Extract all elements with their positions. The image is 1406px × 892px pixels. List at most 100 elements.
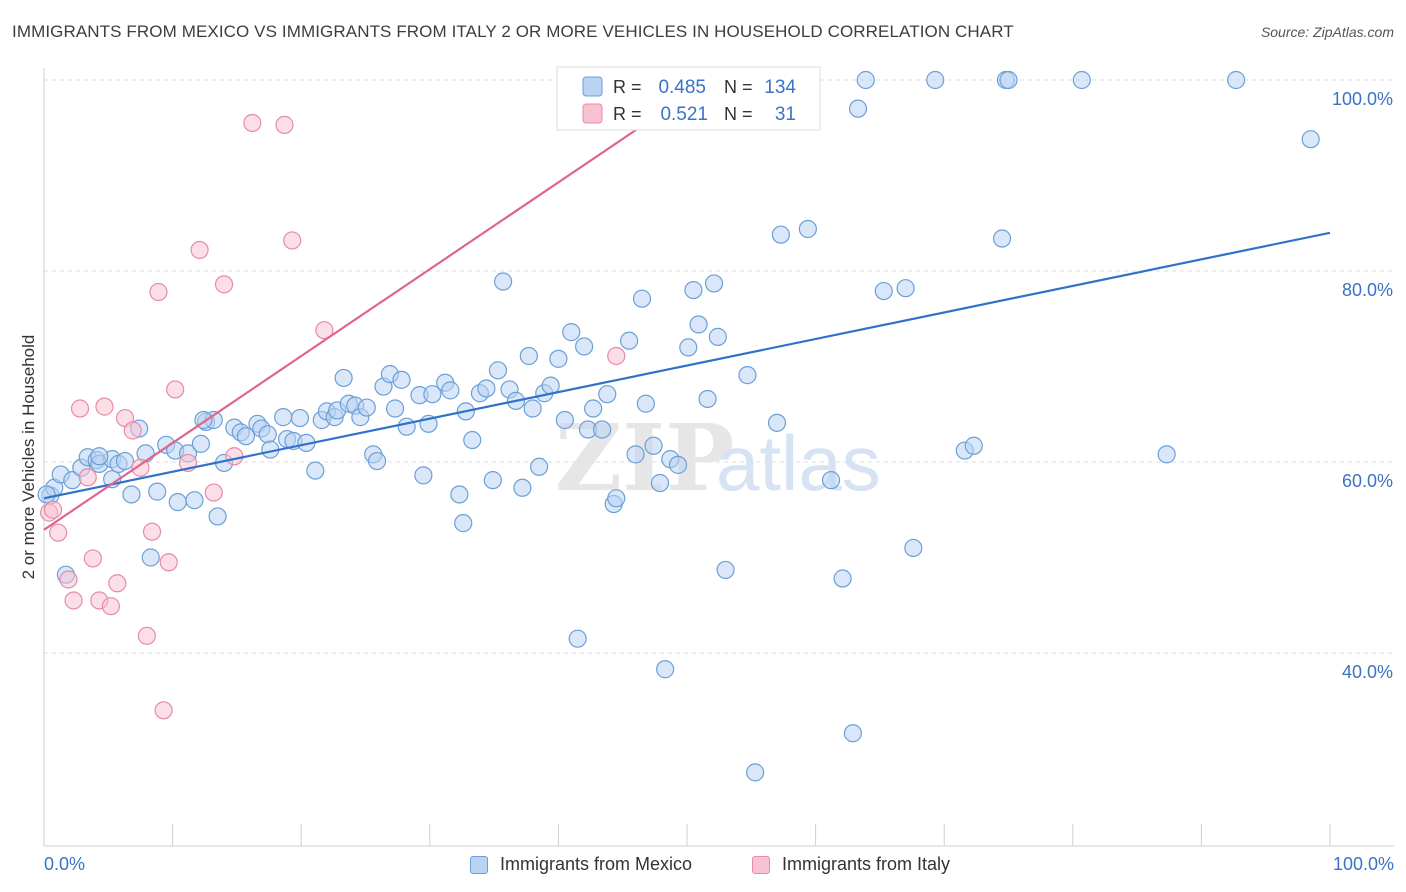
italy-point bbox=[59, 570, 78, 589]
mexico-point bbox=[555, 410, 574, 430]
italy-point bbox=[142, 522, 162, 541]
mexico-point bbox=[477, 379, 496, 398]
mexico-point bbox=[708, 327, 727, 346]
italy-point bbox=[137, 626, 156, 645]
y-tick-label: 40.0% bbox=[1342, 662, 1393, 682]
mexico-point bbox=[698, 389, 717, 409]
mexico-point bbox=[607, 489, 626, 508]
legend-r-value-mexico: 0.485 bbox=[658, 77, 706, 98]
mexico-point bbox=[463, 430, 482, 450]
mexico-point bbox=[357, 398, 376, 417]
mexico-point bbox=[848, 99, 868, 118]
y-axis-label: 2 or more Vehicles in Household bbox=[19, 335, 38, 580]
mexico-point bbox=[668, 455, 688, 474]
source-label: Source: ZipAtlas.com bbox=[1260, 24, 1394, 40]
mexico-point bbox=[90, 447, 109, 466]
legend-item-mexico: Immigrants from Mexico bbox=[470, 854, 692, 875]
italy-point bbox=[70, 399, 90, 418]
mexico-point bbox=[441, 381, 460, 400]
italy-point bbox=[78, 468, 97, 487]
italy-point bbox=[275, 115, 294, 134]
mexico-point bbox=[1157, 445, 1176, 464]
mexico-point bbox=[1072, 70, 1091, 90]
mexico-series bbox=[37, 70, 1320, 782]
legend-r-label-mexico: R = bbox=[613, 77, 642, 97]
mexico-point bbox=[626, 445, 645, 464]
y-tick-label: 100.0% bbox=[1332, 89, 1393, 109]
italy-trend-line bbox=[43, 105, 671, 531]
legend-swatch-italy bbox=[582, 103, 603, 124]
watermark-zip: ZIP bbox=[555, 404, 734, 512]
mexico-point bbox=[821, 471, 841, 490]
mexico-point bbox=[454, 514, 473, 533]
mexico-point bbox=[236, 427, 256, 446]
italy-point bbox=[123, 421, 142, 440]
mexico-point bbox=[716, 560, 735, 580]
watermark: ZIP atlas bbox=[555, 404, 881, 512]
y-tick-labels: 40.0% 60.0% 80.0% 100.0% bbox=[1332, 89, 1393, 682]
italy-point bbox=[283, 231, 302, 250]
italy-point bbox=[190, 240, 209, 260]
italy-point bbox=[214, 275, 234, 294]
italy-point bbox=[49, 523, 68, 542]
legend-bottom-swatch-italy bbox=[752, 855, 770, 874]
mexico-point bbox=[684, 281, 703, 300]
italy-point bbox=[204, 483, 223, 502]
mexico-point bbox=[798, 219, 817, 239]
legend-bottom-label-mexico: Immigrants from Mexico bbox=[500, 854, 693, 874]
mexico-point bbox=[185, 491, 204, 510]
mexico-point bbox=[650, 473, 670, 493]
italy-point bbox=[131, 458, 150, 477]
mexico-point bbox=[856, 70, 875, 90]
y-tick-label: 60.0% bbox=[1342, 471, 1393, 491]
mexico-point bbox=[334, 368, 353, 388]
italy-point bbox=[64, 591, 83, 610]
italy-series bbox=[40, 113, 626, 720]
mexico-point bbox=[450, 485, 469, 504]
legend-bottom-swatch-mexico bbox=[470, 855, 488, 874]
italy-point bbox=[607, 346, 626, 366]
mexico-point bbox=[397, 417, 416, 436]
italy-point bbox=[95, 397, 114, 416]
legend-n-label-mexico: N = bbox=[724, 77, 753, 97]
mexico-point bbox=[926, 70, 945, 90]
mexico-point bbox=[598, 385, 617, 404]
mexico-point bbox=[999, 70, 1018, 90]
mexico-point bbox=[483, 471, 502, 490]
italy-point bbox=[43, 500, 63, 519]
mexico-point bbox=[122, 485, 141, 504]
italy-point bbox=[154, 701, 173, 720]
axes bbox=[43, 68, 1394, 847]
mexico-point bbox=[562, 323, 581, 342]
mexico-point bbox=[746, 763, 765, 782]
italy-point bbox=[315, 321, 334, 340]
legend-n-label-italy: N = bbox=[724, 104, 753, 124]
mexico-point bbox=[632, 289, 652, 308]
mexico-point bbox=[636, 394, 655, 413]
mexico-point bbox=[568, 629, 587, 648]
mexico-point bbox=[168, 493, 187, 512]
y-tick-label: 80.0% bbox=[1342, 280, 1393, 300]
legend-top: R = 0.485 N = 134 R = 0.521 N = 31 bbox=[556, 66, 821, 131]
mexico-point bbox=[385, 399, 405, 418]
mexico-point bbox=[704, 274, 724, 293]
mexico-point bbox=[148, 482, 167, 501]
mexico-point bbox=[833, 569, 852, 588]
legend-swatch-mexico bbox=[582, 76, 603, 97]
mexico-point bbox=[367, 451, 387, 471]
italy-point bbox=[166, 380, 185, 399]
mexico-point bbox=[771, 225, 790, 244]
mexico-point bbox=[488, 361, 508, 380]
legend-bottom-label-italy: Immigrants from Italy bbox=[782, 854, 951, 874]
mexico-point bbox=[620, 331, 639, 350]
mexico-point bbox=[1227, 70, 1246, 90]
mexico-point bbox=[513, 478, 532, 497]
x-tick-label-max: 100.0% bbox=[1333, 854, 1394, 874]
mexico-point bbox=[904, 538, 923, 558]
mexico-point bbox=[258, 425, 277, 444]
mexico-point bbox=[523, 399, 542, 418]
mexico-point bbox=[549, 349, 568, 368]
mexico-point bbox=[584, 399, 603, 418]
mexico-point bbox=[37, 485, 56, 504]
